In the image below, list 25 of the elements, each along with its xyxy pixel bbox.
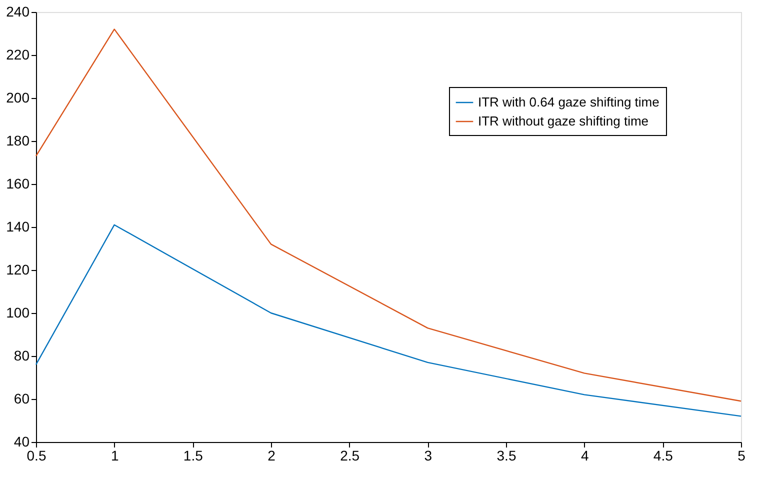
y-tick-label: 180: [6, 132, 30, 148]
x-tick-label: 1.5: [183, 448, 204, 464]
y-tick-label: 80: [14, 348, 30, 364]
x-tick-label: 3.5: [496, 448, 516, 464]
y-tick-label: 160: [6, 176, 30, 192]
y-tick-label: 40: [14, 434, 30, 450]
x-tick-label: 1: [110, 448, 119, 464]
x-tick-label: 2: [268, 448, 276, 464]
x-tick-label: 5: [738, 448, 746, 464]
y-tick-label: 240: [6, 4, 30, 20]
y-tick-label: 140: [6, 218, 30, 234]
x-tick-label: 3: [424, 448, 432, 464]
y-tick-label: 220: [6, 46, 30, 62]
line-series: [35, 224, 742, 417]
x-tick-label: 0.5: [26, 448, 46, 464]
y-tick-label: 60: [14, 390, 30, 406]
legend-label: ITR without gaze shifting time: [478, 114, 649, 128]
x-tick-label: 4.5: [653, 448, 674, 464]
x-tick-label: 2.5: [340, 448, 360, 464]
legend-label: ITR with 0.64 gaze shifting time: [478, 94, 660, 110]
y-tick-label: 200: [6, 90, 30, 106]
y-tick-label: 100: [6, 304, 30, 320]
y-tick-label: 120: [6, 262, 30, 278]
line-series: [35, 28, 742, 402]
x-tick-label: 4: [580, 448, 589, 464]
